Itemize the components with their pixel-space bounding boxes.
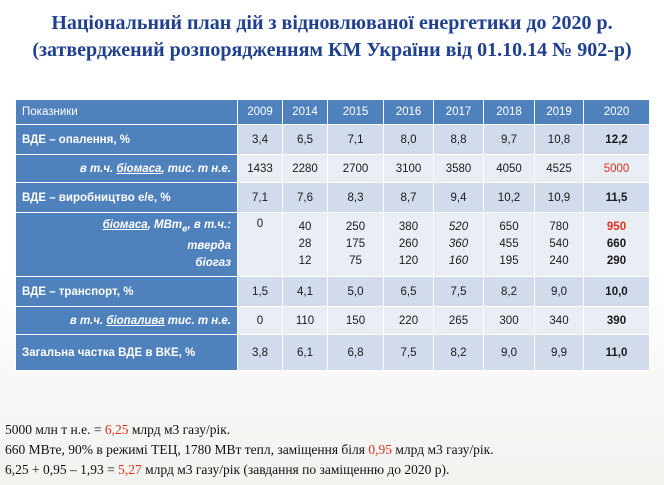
table-cell: 8,0: [383, 124, 434, 155]
table-cell: 9,7: [483, 124, 535, 155]
row-label: Загальна частка ВДЕ в ВКЕ, %: [15, 334, 238, 371]
title-line-1: Національний план дій з відновлюваної ен…: [51, 12, 613, 34]
table-header-row: Показники 2009 2014 2015 2016 2017 2018 …: [15, 99, 650, 125]
table-cell: 220: [383, 306, 434, 335]
table-cell: 3100: [383, 154, 434, 183]
column-header: 2020: [583, 99, 650, 125]
table-cell: 340: [534, 306, 584, 335]
table-row: ВДЕ – транспорт, % 1,5 4,1 5,0 6,5 7,5 8…: [15, 276, 650, 307]
table-row: ВДЕ – опалення, % 3,4 6,5 7,1 8,0 8,8 9,…: [15, 124, 650, 155]
table-cell: 380 260 120: [383, 212, 434, 277]
column-header: 2018: [483, 99, 535, 125]
row-label: ВДЕ – виробництво е/е, %: [15, 182, 238, 213]
table-cell: 7,1: [327, 124, 384, 155]
table-cell: 7,5: [433, 276, 484, 307]
row-label: ВДЕ – транспорт, %: [15, 276, 238, 307]
table-cell: 650 455 195: [483, 212, 535, 277]
table-cell: 9,9: [534, 334, 584, 371]
table-cell: 150: [327, 306, 384, 335]
table-cell: 300: [483, 306, 535, 335]
table-cell: 8,2: [483, 276, 535, 307]
table-cell: 1,5: [237, 276, 283, 307]
table-cell: 250 175 75: [327, 212, 384, 277]
table-cell: 3,4: [237, 124, 283, 155]
table-cell: 0: [237, 212, 283, 277]
table-cell: 10,2: [483, 182, 535, 213]
column-header: 2019: [534, 99, 584, 125]
row-label: ВДЕ – опалення, %: [15, 124, 238, 155]
row-label: в т.ч. біомаса, тис. т н.е.: [15, 154, 238, 183]
table-cell: 5,0: [327, 276, 384, 307]
table-cell: 2700: [327, 154, 384, 183]
row-label: в т.ч. біопалива тис. т н.е.: [15, 306, 238, 335]
table-row: Загальна частка ВДЕ в ВКЕ, % 3,8 6,1 6,8…: [15, 334, 650, 371]
table-cell: 12,2: [583, 124, 650, 155]
column-header: 2015: [327, 99, 384, 125]
table-cell: 2280: [282, 154, 328, 183]
column-header: Показники: [15, 99, 238, 125]
note-line: 5000 млн т н.е. = 6,25 млрд м3 газу/рік.: [5, 422, 231, 437]
table-cell: 5000: [583, 154, 650, 183]
table-row: ВДЕ – виробництво е/е, % 7,1 7,6 8,3 8,7…: [15, 182, 650, 213]
column-header: 2014: [282, 99, 328, 125]
table-cell: 8,3: [327, 182, 384, 213]
table-cell: 780 540 240: [534, 212, 584, 277]
table-cell: 40 28 12: [282, 212, 328, 277]
table-cell: 110: [282, 306, 328, 335]
table-cell: 8,7: [383, 182, 434, 213]
note-line: 660 МВте, 90% в режимі ТЕЦ, 1780 МВт теп…: [5, 442, 494, 457]
table-cell: 6,5: [282, 124, 328, 155]
table-cell: 6,8: [327, 334, 384, 371]
table-cell: 950 660 290: [583, 212, 650, 277]
table-cell: 9,4: [433, 182, 484, 213]
table-cell: 1433: [237, 154, 283, 183]
table-cell: 10,9: [534, 182, 584, 213]
table-row: в т.ч. біомаса, тис. т н.е. 1433 2280 27…: [15, 154, 650, 183]
table-cell: 3580: [433, 154, 484, 183]
table-cell: 6,1: [282, 334, 328, 371]
table-cell: 10,8: [534, 124, 584, 155]
table-row: біомаса, МВте, в т.ч.: тверда біогаз 0 4…: [15, 212, 650, 277]
notes: 5000 млн т н.е. = 6,25 млрд м3 газу/рік.…: [5, 420, 660, 480]
renewables-table: Показники 2009 2014 2015 2016 2017 2018 …: [15, 99, 650, 371]
table-cell: 7,1: [237, 182, 283, 213]
page-title: Національний план дій з відновлюваної ен…: [0, 10, 664, 64]
table-cell: 390: [583, 306, 650, 335]
column-header: 2016: [383, 99, 434, 125]
table-cell: 4,1: [282, 276, 328, 307]
title-line-2: (затверджений розпорядженням КМ України …: [32, 39, 632, 61]
table-cell: 9,0: [483, 334, 535, 371]
table-cell: 0: [237, 306, 283, 335]
table-row: в т.ч. біопалива тис. т н.е. 0 110 150 2…: [15, 306, 650, 335]
table-cell: 7,6: [282, 182, 328, 213]
table-cell: 3,8: [237, 334, 283, 371]
table-cell: 265: [433, 306, 484, 335]
table-cell: 7,5: [383, 334, 434, 371]
table-cell: 9,0: [534, 276, 584, 307]
table-cell: 10,0: [583, 276, 650, 307]
table-cell: 520 360 160: [433, 212, 484, 277]
table-cell: 8,8: [433, 124, 484, 155]
row-label: біомаса, МВте, в т.ч.: тверда біогаз: [15, 212, 238, 277]
table-cell: 4050: [483, 154, 535, 183]
column-header: 2017: [433, 99, 484, 125]
table-cell: 11,0: [583, 334, 650, 371]
table-cell: 8,2: [433, 334, 484, 371]
column-header: 2009: [237, 99, 283, 125]
note-line: 6,25 + 0,95 – 1,93 = 5,27 млрд м3 газу/р…: [5, 462, 450, 477]
table-cell: 11,5: [583, 182, 650, 213]
table-cell: 4525: [534, 154, 584, 183]
table-cell: 6,5: [383, 276, 434, 307]
